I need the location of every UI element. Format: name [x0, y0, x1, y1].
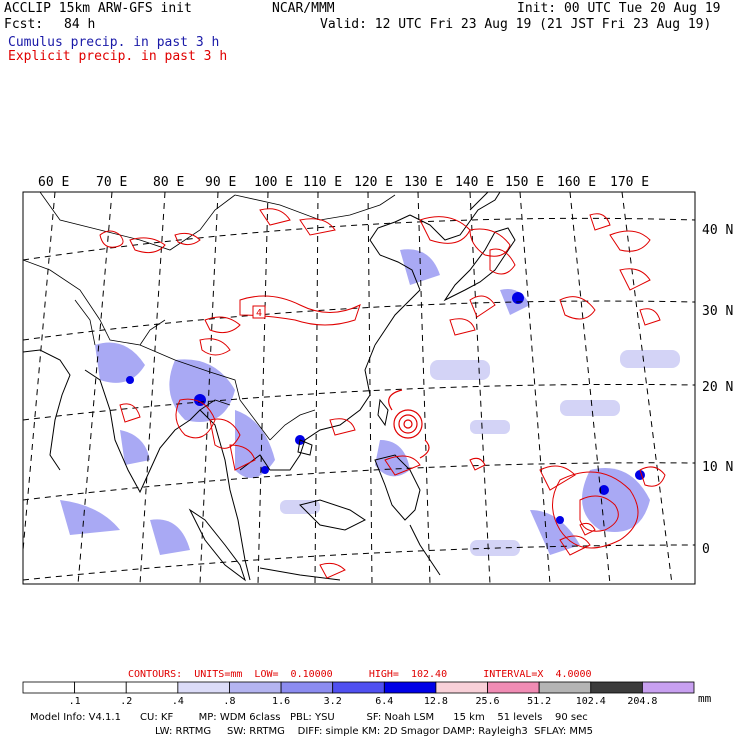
color-scale-swatch	[280, 681, 334, 694]
coastlines	[23, 192, 516, 582]
contour-info: CONTOURS: UNITS=mm LOW= 0.10000 HIGH= 10…	[128, 669, 592, 680]
cumulus-precip-areas	[60, 249, 650, 555]
color-scale-tick-label: 102.4	[576, 696, 606, 707]
color-scale-swatch	[487, 681, 540, 694]
color-scale-swatch	[125, 681, 179, 694]
model-info-line2: LW: RRTMG SW: RRTMG DIFF: simple KM: 2D …	[155, 726, 594, 737]
lon-label-80e: 80 E	[153, 175, 184, 190]
map-frame	[22, 191, 696, 585]
heavy-cumulus-cells	[126, 292, 645, 524]
lon-label-100e: 100 E	[254, 175, 293, 190]
typhoon-swirl	[388, 389, 430, 459]
color-scale-swatch	[383, 681, 437, 694]
lon-label-150e: 150 E	[505, 175, 544, 190]
lat-label-10n: 10 N	[702, 460, 733, 475]
lon-label-70e: 70 E	[96, 175, 127, 190]
color-scale-bar: .1 .2 .4 .8 1.6 3.2 6.4 12.8 25.6 51.2 102.4 204.8	[22, 681, 695, 707]
contour-value-label: 4	[256, 308, 262, 319]
model-title: ACCLIP 15km ARW-GFS init	[4, 1, 192, 16]
color-scale-tick-label: 51.2	[527, 696, 551, 707]
color-scale-swatch	[538, 681, 592, 694]
color-scale-swatch	[177, 681, 230, 694]
model-info-line1: Model Info: V4.1.1 CU: KF MP: WDM 6class…	[30, 712, 588, 723]
lat-label-20n: 20 N	[702, 380, 733, 395]
country-borders	[23, 192, 396, 441]
color-scale-swatch	[22, 681, 76, 694]
lon-label-90e: 90 E	[205, 175, 236, 190]
organization: NCAR/MMM	[272, 1, 335, 16]
color-scale-tick-label: 6.4	[375, 696, 393, 707]
lon-label-130e: 130 E	[404, 175, 443, 190]
explicit-precip-legend: Explicit precip. in past 3 h	[8, 49, 228, 64]
color-scale-tick-label: .1	[69, 696, 81, 707]
lon-label-160e: 160 E	[557, 175, 596, 190]
tropical-rainband	[552, 471, 639, 549]
color-scale-swatch	[332, 681, 385, 694]
explicit-precip-contours	[99, 208, 666, 579]
color-scale-tick-label: 25.6	[475, 696, 499, 707]
color-scale-tick-label: .8	[223, 696, 235, 707]
lon-label-120e: 120 E	[354, 175, 393, 190]
lat-label-0: 0	[702, 542, 710, 557]
color-scale-tick-label: 3.2	[324, 696, 342, 707]
lon-label-170e: 170 E	[610, 175, 649, 190]
lat-label-30n: 30 N	[702, 304, 733, 319]
color-scale-swatch	[229, 681, 282, 694]
valid-time: Valid: 12 UTC Fri 23 Aug 19 (21 JST Fri …	[320, 17, 712, 32]
color-scale-swatch	[590, 681, 643, 694]
color-scale-swatch	[435, 681, 488, 694]
forecast-hour-value: 84 h	[64, 17, 96, 32]
color-scale-tick-label: .2	[120, 696, 132, 707]
cumulus-precip-legend: Cumulus precip. in past 3 h	[8, 35, 220, 50]
color-scale-tick-label: 12.8	[424, 696, 448, 707]
color-scale-tick-label: .4	[172, 696, 184, 707]
init-time: Init: 00 UTC Tue 20 Aug 19	[517, 1, 721, 16]
lon-label-140e: 140 E	[455, 175, 494, 190]
lon-label-60e: 60 E	[38, 175, 69, 190]
lat-label-40n: 40 N	[702, 223, 733, 238]
lon-label-110e: 110 E	[303, 175, 342, 190]
legend-units: mm	[698, 692, 712, 705]
forecast-hour-label: Fcst:	[4, 17, 44, 32]
color-scale-tick-label: 1.6	[272, 696, 290, 707]
color-scale-swatch	[74, 681, 127, 694]
color-scale-tick-label: 204.8	[627, 696, 657, 707]
color-scale-swatch	[641, 681, 695, 694]
